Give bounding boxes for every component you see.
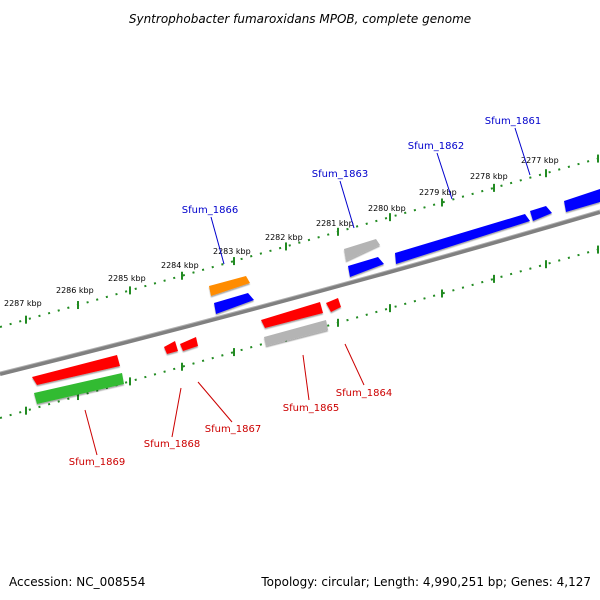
gene-sfum-1861-arrow[interactable] — [564, 189, 600, 212]
reverse-genes — [32, 298, 341, 404]
gene-sfum-1867-arrow[interactable] — [180, 337, 198, 351]
leader-line — [514, 127, 531, 176]
kbp-label: 2280 kbp — [368, 204, 406, 213]
gene-label-group: Sfum_1861 Sfum_1862 Sfum_1863 Sfum_1866 … — [69, 116, 541, 468]
kbp-label: 2285 kbp — [108, 274, 146, 283]
kbp-label: 2284 kbp — [161, 261, 199, 270]
gene-sfum-1865-gray-arrow[interactable] — [264, 320, 328, 346]
kbp-label: 2286 kbp — [56, 286, 94, 295]
gene-sfum-1862-arrow[interactable] — [395, 214, 530, 264]
gene-label-sfum-1868[interactable]: Sfum_1868 — [144, 439, 200, 450]
gene-sfum-1866-arrow[interactable] — [209, 276, 250, 296]
leader-line — [302, 354, 310, 401]
gene-sfum-1863-blue-arrow[interactable] — [348, 257, 384, 277]
accession-text: Accession: NC_008554 — [9, 575, 145, 589]
gene-label-sfum-1865[interactable]: Sfum_1865 — [283, 403, 339, 414]
genome-summary-text: Topology: circular; Length: 4,990,251 bp… — [260, 575, 591, 589]
gene-label-sfum-1862[interactable]: Sfum_1862 — [408, 141, 464, 152]
upper-scale — [0, 154, 600, 328]
label-leaders — [84, 127, 531, 456]
forward-genes — [209, 189, 600, 314]
gene-sfum-1868-arrow[interactable] — [164, 341, 178, 354]
gene-sfum-1869-green-arrow[interactable] — [34, 373, 124, 404]
kbp-label: 2278 kbp — [470, 172, 508, 181]
gene-sfum-1869-arrow[interactable] — [32, 355, 120, 385]
kbp-label: 2282 kbp — [265, 233, 303, 242]
gene-sfum-1863-arrow[interactable] — [344, 239, 380, 261]
gene-sfum-1866-blue-arrow[interactable] — [214, 293, 254, 314]
gene-label-sfum-1867[interactable]: Sfum_1867 — [205, 424, 261, 435]
leader-line — [171, 387, 182, 438]
backbone-highlight — [0, 209, 600, 373]
gene-sfum-1861-small-arrow[interactable] — [530, 206, 552, 221]
leader-line — [210, 216, 225, 265]
gene-sfum-1864-arrow[interactable] — [326, 298, 341, 312]
leader-line — [339, 180, 355, 229]
kbp-label: 2283 kbp — [213, 247, 251, 256]
leader-line — [197, 381, 233, 423]
gene-label-sfum-1863[interactable]: Sfum_1863 — [312, 169, 368, 180]
kbp-label: 2277 kbp — [521, 156, 559, 165]
gene-label-sfum-1861[interactable]: Sfum_1861 — [485, 116, 541, 127]
leader-line — [436, 152, 453, 200]
leader-line — [84, 409, 98, 456]
kbp-label: 2287 kbp — [4, 299, 42, 308]
leader-line — [344, 343, 365, 386]
gene-sfum-1865-arrow[interactable] — [261, 302, 323, 328]
genome-backbone — [0, 210, 600, 376]
map-title: Syntrophobacter fumaroxidans MPOB, compl… — [129, 12, 471, 26]
kbp-label: 2281 kbp — [316, 219, 354, 228]
upper-scale-dots — [0, 157, 600, 328]
gene-label-sfum-1864[interactable]: Sfum_1864 — [336, 388, 392, 399]
kbp-label-group: 2287 kbp 2286 kbp 2285 kbp 2284 kbp 2283… — [4, 156, 559, 308]
gene-label-sfum-1866[interactable]: Sfum_1866 — [182, 205, 238, 216]
kbp-label: 2279 kbp — [419, 188, 457, 197]
gene-label-sfum-1869[interactable]: Sfum_1869 — [69, 457, 125, 468]
